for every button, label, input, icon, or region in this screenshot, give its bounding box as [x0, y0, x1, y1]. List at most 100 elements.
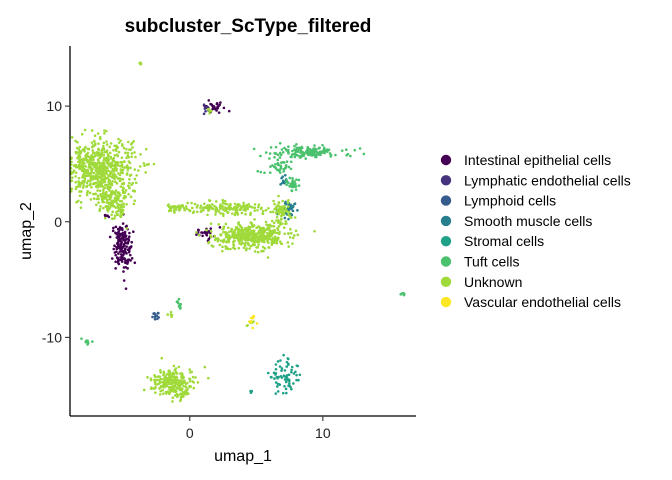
- data-point: [121, 222, 125, 225]
- data-point: [179, 302, 183, 306]
- data-point: [260, 206, 263, 210]
- data-point: [218, 243, 222, 247]
- data-point: [321, 143, 324, 147]
- data-point: [77, 180, 80, 183]
- data-point: [218, 205, 222, 209]
- data-point: [167, 371, 171, 374]
- data-point: [121, 212, 125, 215]
- data-point: [278, 156, 282, 159]
- data-point: [253, 209, 257, 212]
- data-point: [182, 395, 185, 398]
- data-point: [274, 392, 278, 395]
- data-point: [107, 158, 111, 161]
- data-point: [158, 375, 161, 378]
- data-point: [111, 229, 115, 233]
- data-point: [116, 204, 120, 207]
- data-point: [219, 239, 223, 242]
- data-point: [268, 157, 271, 160]
- data-point: [280, 148, 284, 151]
- data-point: [77, 148, 81, 151]
- point-cluster: [252, 141, 366, 160]
- data-point: [118, 250, 122, 253]
- points-layer: [69, 61, 406, 403]
- data-point: [237, 246, 241, 250]
- data-point: [116, 198, 119, 202]
- data-point: [313, 147, 317, 150]
- data-point: [315, 155, 318, 159]
- data-point: [113, 217, 116, 220]
- data-point: [225, 202, 229, 206]
- data-point: [113, 251, 117, 254]
- data-point: [135, 174, 138, 177]
- data-point: [224, 233, 228, 236]
- data-point: [151, 315, 154, 319]
- data-point: [283, 232, 286, 236]
- data-point: [265, 231, 269, 235]
- data-point: [132, 230, 135, 234]
- data-point: [179, 399, 182, 403]
- data-point: [313, 144, 316, 147]
- data-point: [247, 203, 250, 206]
- data-point: [281, 181, 284, 185]
- data-point: [100, 167, 103, 171]
- data-point: [125, 227, 129, 230]
- data-point: [87, 165, 91, 169]
- data-point: [183, 391, 186, 395]
- data-point: [144, 147, 148, 151]
- data-point: [185, 207, 189, 211]
- data-point: [273, 207, 276, 211]
- data-point: [271, 164, 274, 167]
- legend-key: [440, 276, 452, 287]
- data-point: [122, 202, 125, 206]
- data-point: [74, 163, 78, 167]
- data-point: [196, 381, 200, 384]
- data-point: [76, 151, 80, 154]
- data-point: [210, 207, 214, 210]
- data-point: [207, 206, 210, 209]
- data-point: [263, 228, 267, 231]
- legend-item: Intestinal epithelial cells: [440, 152, 611, 168]
- data-point: [269, 146, 273, 149]
- data-point: [116, 213, 120, 216]
- data-point: [106, 176, 109, 180]
- data-point: [243, 227, 247, 230]
- data-point: [349, 154, 352, 158]
- data-point: [295, 373, 298, 377]
- legend-item: Unknown: [440, 274, 522, 290]
- data-point: [272, 371, 276, 375]
- data-point: [289, 385, 292, 389]
- data-point: [277, 194, 280, 198]
- data-point: [128, 231, 131, 235]
- data-point: [133, 151, 136, 154]
- data-point: [299, 155, 303, 159]
- data-point: [90, 167, 94, 171]
- data-point: [297, 378, 300, 382]
- data-point: [329, 153, 333, 157]
- data-point: [270, 225, 274, 228]
- data-point: [104, 214, 107, 218]
- data-point: [168, 388, 172, 391]
- data-point: [206, 376, 210, 380]
- data-point: [278, 171, 282, 174]
- data-point: [107, 187, 111, 190]
- data-point: [111, 180, 115, 183]
- data-point: [112, 247, 116, 251]
- data-point: [284, 200, 287, 204]
- legend-label: Lymphatic endothelial cells: [464, 172, 631, 188]
- data-point: [224, 247, 228, 250]
- data-point: [294, 229, 298, 233]
- data-point: [174, 376, 177, 379]
- data-point: [100, 155, 103, 158]
- data-point: [153, 312, 157, 316]
- legend-key: [440, 215, 452, 227]
- data-point: [97, 142, 100, 145]
- data-point: [203, 365, 207, 369]
- data-point: [246, 241, 250, 245]
- data-point: [199, 204, 203, 208]
- data-point: [118, 173, 122, 177]
- data-point: [203, 202, 206, 206]
- data-point: [279, 242, 283, 245]
- data-point: [245, 247, 248, 250]
- data-point: [155, 383, 159, 386]
- data-point: [107, 169, 110, 173]
